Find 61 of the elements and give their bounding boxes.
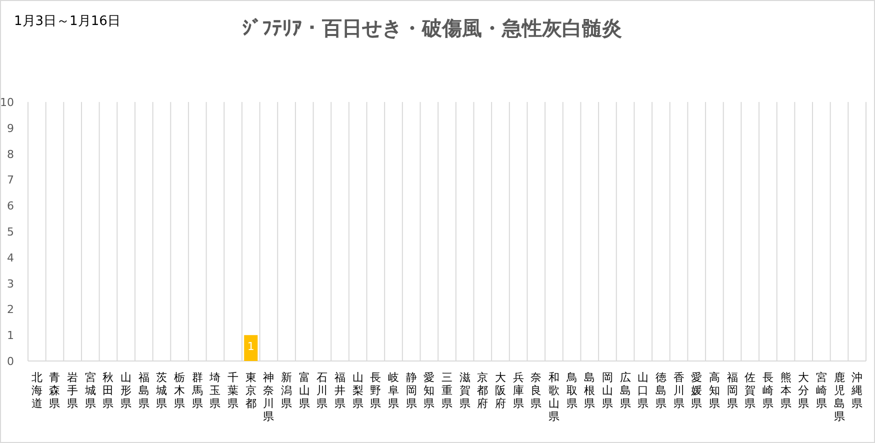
xtick: 大阪府 xyxy=(495,371,506,410)
y-tick-label: 10 xyxy=(0,96,14,109)
y-tick-label: 0 xyxy=(7,355,14,368)
y-tick-label: 9 xyxy=(7,122,14,135)
xtick: 青森県 xyxy=(49,371,60,410)
xtick: 福井県 xyxy=(334,371,346,410)
xtick: 茨城県 xyxy=(156,371,168,410)
xtick: 群馬県 xyxy=(192,371,203,410)
xtick: 山梨県 xyxy=(352,371,364,410)
xtick: 佐賀県 xyxy=(744,371,756,410)
xtick: 石川県 xyxy=(316,371,328,410)
xtick: 秋田県 xyxy=(102,371,114,410)
xtick: 三重県 xyxy=(442,371,452,410)
xtick: 富山県 xyxy=(298,371,310,410)
y-tick-label: 7 xyxy=(7,174,14,187)
xtick: 高知県 xyxy=(708,371,720,410)
xtick: 千葉県 xyxy=(228,371,239,410)
data-label: 1 xyxy=(247,340,254,354)
xtick: 長崎県 xyxy=(762,371,774,410)
xtick: 愛媛県 xyxy=(691,371,702,410)
y-tick-label: 2 xyxy=(7,303,14,316)
xtick: 熊本県 xyxy=(780,371,792,410)
y-tick-label: 6 xyxy=(7,200,14,213)
xtick: 福岡県 xyxy=(726,371,738,410)
xtick: 岐阜県 xyxy=(388,371,399,410)
xtick: 長野県 xyxy=(370,371,382,410)
xtick: 宮城県 xyxy=(84,371,96,410)
xtick: 愛知県 xyxy=(424,371,435,410)
y-tick-label: 5 xyxy=(7,226,14,238)
xtick: 滋賀県 xyxy=(459,371,470,410)
xtick: 静岡県 xyxy=(406,371,417,410)
xtick: 岩手県 xyxy=(67,371,78,410)
xtick: 山口県 xyxy=(638,371,649,410)
xtick: 香川県 xyxy=(673,371,684,410)
xtick: 福島県 xyxy=(138,371,150,410)
xtick: 兵庫県 xyxy=(512,371,524,410)
xtick: 大分県 xyxy=(798,371,810,410)
title: ｼﾞﾌﾃﾘｱ・百日せき・破傷風・急性灰白髄炎 xyxy=(242,16,622,40)
xtick: 沖縄県 xyxy=(852,371,863,410)
xtick: 島根県 xyxy=(584,371,596,410)
xtick: 徳島県 xyxy=(655,371,666,410)
xtick: 鳥取県 xyxy=(566,371,578,410)
subtitle: 1月3日～1月16日 xyxy=(14,14,120,29)
xtick: 埼玉県 xyxy=(210,371,221,410)
xtick: 広島県 xyxy=(620,371,631,410)
xtick: 岡山県 xyxy=(602,371,613,410)
xtick: 栃木県 xyxy=(174,371,186,410)
y-tick-label: 4 xyxy=(7,251,14,264)
xtick: 和歌山県 xyxy=(548,371,560,423)
xtick: 神奈川県 xyxy=(263,371,274,423)
xtick: 北海道 xyxy=(31,371,42,410)
xtick: 鹿児島県 xyxy=(834,371,845,423)
y-tick-label: 8 xyxy=(7,148,14,161)
xtick: 奈良県 xyxy=(530,371,542,410)
xtick: 東京都 xyxy=(245,371,256,410)
xtick: 京都府 xyxy=(477,371,488,410)
xtick: 宮崎県 xyxy=(816,371,827,410)
xtick: 新潟県 xyxy=(281,371,292,410)
y-tick-label: 3 xyxy=(7,277,14,290)
xtick: 山形県 xyxy=(120,371,132,410)
y-tick-label: 1 xyxy=(7,329,14,342)
